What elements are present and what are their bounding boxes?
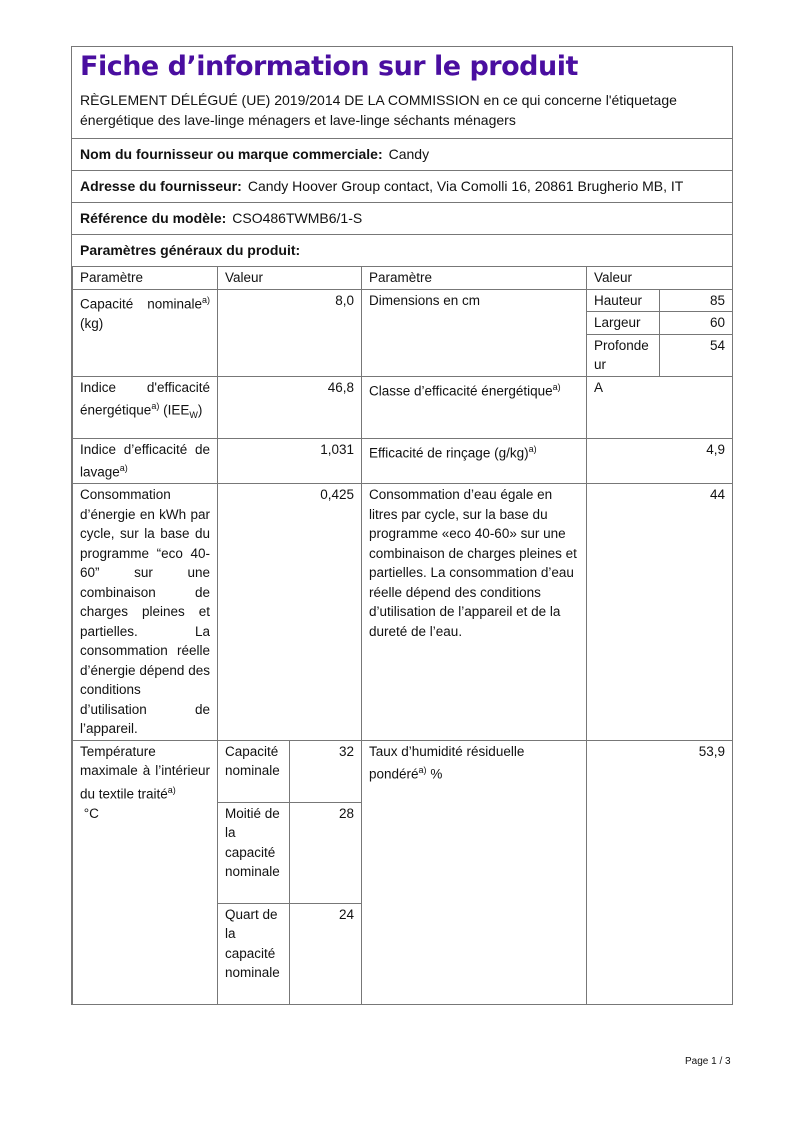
supplier-line: Nom du fournisseur ou marque commerciale…	[72, 139, 732, 171]
dimensions-label: Dimensions en cm	[361, 288, 587, 377]
page-title: Fiche d’information sur le produit	[80, 51, 578, 82]
rinsing-label: Efficacité de rinçage (g/kg)a)	[361, 437, 587, 484]
header-value-2: Valeur	[586, 266, 733, 290]
energy-consumption-label: Consommation d’énergie en kWh par cycle,…	[72, 483, 218, 741]
temp-row-label: Capacité nominale	[217, 739, 290, 803]
page-number: Page 1 / 3	[685, 1056, 731, 1067]
parameters-table: Paramètre Valeur Paramètre Valeur Capaci…	[72, 266, 733, 1005]
energy-class-label: Classe d’efficacité énergétiquea)	[361, 375, 587, 439]
capacity-label: Capacité nominalea) (kg)	[72, 288, 218, 377]
water-consumption-value: 44	[586, 483, 733, 741]
energy-class-value: A	[586, 375, 733, 439]
supplier-value: Candy	[388, 146, 430, 162]
washing-label: Indice d’efficacité de lavagea)	[72, 437, 218, 484]
table-row: Quart de la capacité nominale 24	[73, 902, 733, 1005]
height-label: Hauteur	[586, 288, 660, 312]
table-row: Indice d’efficacité de lavagea) 1,031 Ef…	[72, 437, 733, 484]
header-param-1: Paramètre	[72, 266, 218, 290]
temp-row-value: 32	[289, 739, 362, 803]
temp-row-label: Quart de la capacité nominale	[217, 902, 290, 1005]
address-label: Adresse du fournisseur:	[80, 178, 242, 194]
temp-row-value: 28	[289, 801, 362, 904]
address-line: Adresse du fournisseur: Candy Hoover Grou…	[72, 171, 732, 203]
water-consumption-label: Consommation d’eau égale en litres par c…	[361, 483, 587, 741]
product-sheet: Fiche d’information sur le produit RÈGLE…	[71, 46, 733, 1005]
rinsing-value: 4,9	[586, 437, 733, 484]
width-label: Largeur	[586, 311, 660, 335]
header-param-2: Paramètre	[361, 266, 587, 290]
washing-value: 1,031	[217, 437, 362, 484]
humidity-value: 53,9	[586, 739, 733, 1005]
model-line: Référence du modèle: CSO486TWMB6/1-S	[72, 203, 732, 235]
table-row: Indice d'efficacité énergétiquea) (IEEW)…	[72, 375, 733, 439]
header-value-1: Valeur	[217, 266, 362, 290]
capacity-value: 8,0	[217, 288, 362, 377]
address-value: Candy Hoover Group contact, Via Comolli …	[247, 178, 684, 194]
table-row: Température maximale à l’intérieur du te…	[72, 739, 733, 1005]
height-value: 85	[659, 288, 733, 312]
model-label: Référence du modèle:	[80, 210, 227, 226]
width-value: 60	[659, 311, 733, 335]
depth-value: 54	[659, 333, 733, 377]
model-value: CSO486TWMB6/1-S	[232, 210, 363, 226]
temperature-label: Température maximale à l’intérieur du te…	[72, 739, 218, 1005]
section-heading: Paramètres généraux du produit:	[80, 242, 301, 258]
regulation-text: RÈGLEMENT DÉLÉGUÉ (UE) 2019/2014 DE LA C…	[72, 88, 732, 139]
humidity-label: Taux d’humidité résiduelle pondéréa) %	[361, 739, 587, 1005]
supplier-label: Nom du fournisseur ou marque commerciale…	[80, 146, 383, 162]
table-row: Capacité nominalea) (kg) 8,0 Dimensions …	[72, 288, 733, 377]
eei-label: Indice d'efficacité énergétiquea) (IEEW)	[72, 375, 218, 439]
temp-row-label: Moitié de la capacité nominale	[217, 801, 290, 904]
temp-row-value: 24	[289, 902, 362, 1005]
table-header-row: Paramètre Valeur Paramètre Valeur	[72, 266, 733, 290]
table-row: Consommation d’énergie en kWh par cycle,…	[72, 483, 733, 741]
depth-label: Profondeur	[586, 333, 660, 377]
eei-value: 46,8	[217, 375, 362, 439]
table-row: Moitié de la capacité nominale 28	[73, 801, 733, 904]
energy-consumption-value: 0,425	[217, 483, 362, 741]
